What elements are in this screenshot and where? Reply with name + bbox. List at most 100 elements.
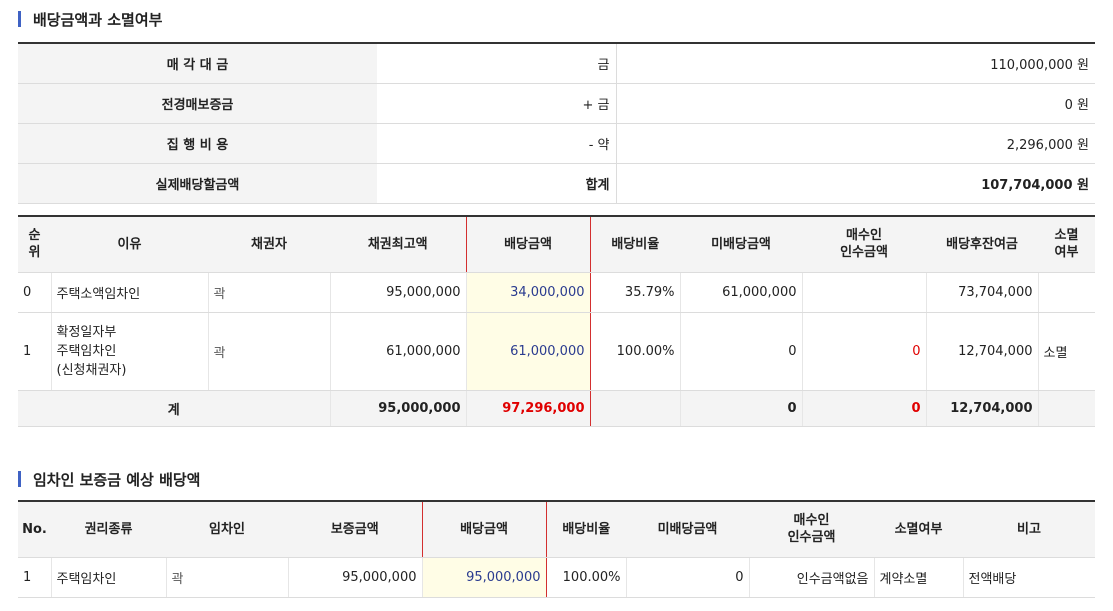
- header-ratio: 배당비율: [590, 216, 680, 273]
- summary-label: 실제배당할금액: [18, 163, 377, 204]
- table-row: 0 주택소액임차인 곽 95,000,000 34,000,000 35.79%…: [18, 272, 1095, 313]
- header-text: No.: [22, 521, 47, 537]
- cell-rank: 1: [18, 312, 52, 391]
- title-accent-bar: [18, 11, 21, 27]
- cell-remain: 12,704,000: [926, 312, 1039, 391]
- summary-row: 집 행 비 용 - 약 2,296,000 원: [18, 123, 1095, 164]
- header-paid: 배당금액: [421, 501, 547, 558]
- header-tenant: 임차인: [166, 501, 288, 558]
- total-unpaid: 0: [680, 390, 803, 427]
- header-extinct: 소멸 여부: [1038, 216, 1095, 273]
- cell-paid: 34,000,000: [465, 272, 591, 313]
- total-extinct-empty: [1038, 390, 1095, 427]
- table-row: 1 확정일자부 주택임차인 (신청채권자) 곽 61,000,000 61,00…: [18, 312, 1095, 391]
- header-unpaid: 미배당금액: [626, 501, 749, 558]
- header-ratio: 배당비율: [546, 501, 626, 558]
- summary-amount: 110,000,000 원: [616, 43, 1095, 84]
- distribution-table: 순 위 이유 채권자 채권최고액 배당금액 배당비율 미배당금액 매수인 인수금…: [18, 215, 1095, 427]
- cell-creditor: 곽: [208, 272, 331, 313]
- cell-ratio: 35.79%: [590, 272, 681, 313]
- header-claim: 채권최고액: [330, 216, 466, 273]
- title-accent-bar: [18, 471, 21, 487]
- total-remain: 12,704,000: [926, 390, 1039, 427]
- cell-type: 주택임차인: [51, 557, 167, 598]
- cell-paid: 95,000,000: [421, 557, 547, 598]
- cell-extinct: 소멸: [1038, 312, 1095, 391]
- tenant-table: No. 권리종류 임차인 보증금액 배당금액 배당비율 미배당금액 매수인 인수…: [18, 500, 1095, 598]
- header-text: 소멸 여부: [1054, 228, 1079, 261]
- summary-prefix: 합계: [377, 163, 617, 204]
- header-no: No.: [18, 501, 51, 558]
- summary-prefix: - 약: [377, 123, 617, 164]
- header-remain: 배당후잔여금: [926, 216, 1038, 273]
- cell-ratio: 100.00%: [546, 557, 627, 598]
- section-title-text: 임차인 보증금 예상 배당액: [33, 470, 201, 489]
- summary-label: 매 각 대 금: [18, 43, 377, 84]
- cell-tenant: 곽: [166, 557, 289, 598]
- cell-paid: 61,000,000: [465, 312, 591, 391]
- cell-no: 1: [18, 557, 52, 598]
- total-row: 계 95,000,000 97,296,000 0 0 12,704,000: [18, 390, 1095, 427]
- header-text: 배당후잔여금: [946, 236, 1018, 252]
- header-reason: 이유: [51, 216, 208, 273]
- summary-row: 전경매보증금 + 금 0 원: [18, 83, 1095, 124]
- header-text: 권리종류: [84, 521, 133, 537]
- cell-reason: 확정일자부 주택임차인 (신청채권자): [51, 312, 209, 391]
- cell-ratio: 100.00%: [590, 312, 681, 391]
- distribution-header-row: 순 위 이유 채권자 채권최고액 배당금액 배당비율 미배당금액 매수인 인수금…: [18, 216, 1095, 273]
- header-text: 미배당금액: [711, 236, 771, 252]
- summary-amount: 2,296,000 원: [616, 123, 1095, 164]
- cell-unpaid: 0: [680, 312, 803, 391]
- table-row: 1 주택임차인 곽 95,000,000 95,000,000 100.00% …: [18, 557, 1095, 598]
- header-text: 채권자: [251, 236, 287, 252]
- summary-prefix: 금: [377, 43, 617, 84]
- header-extinct: 소멸여부: [874, 501, 963, 558]
- cell-note: 전액배당: [963, 557, 1095, 598]
- header-unpaid: 미배당금액: [680, 216, 802, 273]
- header-text: 배당금액: [504, 236, 552, 252]
- header-text: 미배당금액: [657, 521, 718, 537]
- header-rank: 순 위: [18, 216, 51, 273]
- cell-remain: 73,704,000: [926, 272, 1039, 313]
- cell-extinct: [1038, 272, 1095, 313]
- summary-label: 전경매보증금: [18, 83, 377, 124]
- header-creditor: 채권자: [208, 216, 330, 273]
- cell-reason: 주택소액임차인: [51, 272, 209, 313]
- header-text: 매수인 인수금액: [787, 513, 836, 546]
- header-text: 임차인: [209, 521, 245, 537]
- header-text: 매수인 인수금액: [840, 228, 888, 261]
- header-type: 권리종류: [51, 501, 166, 558]
- summary-table: 매 각 대 금 금 110,000,000 원 전경매보증금 + 금 0 원 집…: [18, 42, 1095, 204]
- total-claim: 95,000,000: [330, 390, 467, 427]
- total-label: 계: [18, 390, 331, 427]
- section-title-tenant: 임차인 보증금 예상 배당액: [18, 470, 201, 489]
- total-paid: 97,296,000: [465, 390, 591, 427]
- summary-row: 매 각 대 금 금 110,000,000 원: [18, 43, 1095, 84]
- summary-prefix: + 금: [377, 83, 617, 124]
- header-buyer: 매수인 인수금액: [749, 501, 874, 558]
- total-ratio-empty: [590, 390, 681, 427]
- cell-creditor: 곽: [208, 312, 331, 391]
- cell-claim: 95,000,000: [330, 272, 467, 313]
- cell-deposit: 95,000,000: [288, 557, 423, 598]
- section-title-text: 배당금액과 소멸여부: [33, 10, 163, 29]
- header-text: 보증금액: [330, 521, 379, 537]
- total-buyer: 0: [802, 390, 927, 427]
- header-note: 비고: [963, 501, 1095, 558]
- cell-buyer: [802, 272, 927, 313]
- cell-buyer: 0: [802, 312, 927, 391]
- section-title-dividend: 배당금액과 소멸여부: [18, 10, 163, 29]
- header-deposit: 보증금액: [288, 501, 422, 558]
- cell-extinct: 계약소멸: [874, 557, 964, 598]
- header-text: 채권최고액: [367, 236, 428, 252]
- summary-label: 집 행 비 용: [18, 123, 377, 164]
- header-text: 순 위: [28, 228, 41, 261]
- header-buyer: 매수인 인수금액: [802, 216, 926, 273]
- cell-unpaid: 0: [626, 557, 750, 598]
- summary-total-row: 실제배당할금액 합계 107,704,000 원: [18, 163, 1095, 204]
- header-text: 비고: [1017, 521, 1041, 537]
- header-text: 배당금액: [460, 521, 508, 537]
- cell-rank: 0: [18, 272, 52, 313]
- tenant-header-row: No. 권리종류 임차인 보증금액 배당금액 배당비율 미배당금액 매수인 인수…: [18, 501, 1095, 558]
- header-text: 소멸여부: [894, 521, 943, 537]
